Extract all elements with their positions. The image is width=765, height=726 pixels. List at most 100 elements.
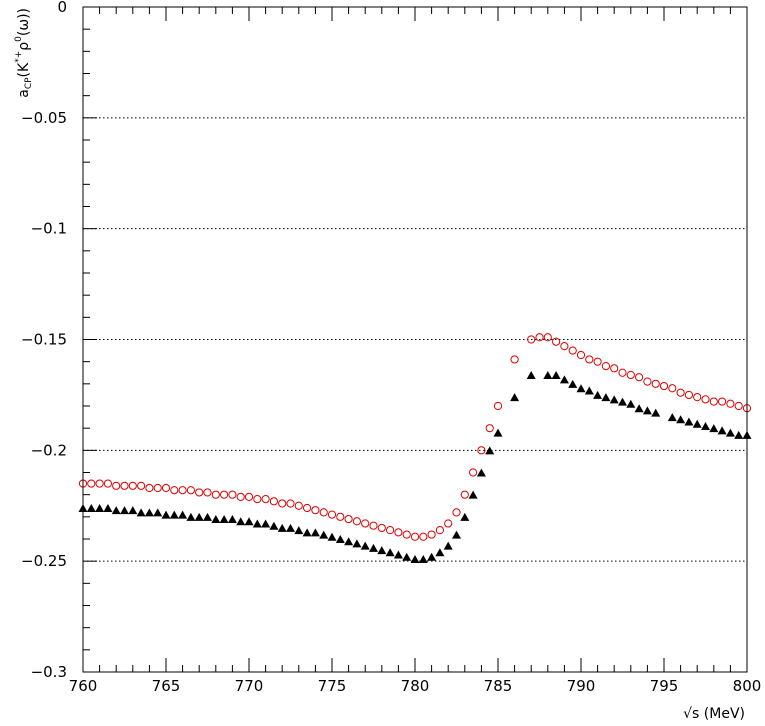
y-title-paren: (K: [16, 62, 32, 77]
data-point-triangle: [144, 508, 154, 517]
data-point-circle: [676, 388, 685, 397]
data-point-circle: [253, 495, 262, 504]
data-point-circle: [585, 355, 594, 364]
data-point-circle: [626, 370, 635, 380]
y-title-sup2: 0: [14, 36, 24, 42]
x-tick-label: 770: [235, 677, 264, 695]
data-point-triangle: [427, 552, 437, 561]
data-point-triangle: [418, 554, 428, 563]
data-point-triangle: [576, 384, 586, 393]
data-point-circle: [560, 342, 569, 351]
grid-lines: [83, 117, 747, 562]
data-point-circle: [294, 501, 303, 510]
data-point-circle: [228, 490, 237, 499]
data-point-circle: [145, 483, 154, 493]
data-point-circle: [303, 503, 312, 513]
data-point-circle: [684, 390, 694, 400]
data-point-triangle: [593, 390, 603, 399]
data-point-circle: [244, 492, 254, 501]
data-point-circle: [137, 481, 146, 490]
x-tick-label: 785: [484, 677, 513, 695]
x-tick-label: 800: [733, 677, 762, 695]
data-point-circle: [452, 508, 461, 517]
data-point-triangle: [236, 517, 246, 526]
data-point-circle: [593, 357, 602, 366]
data-point-circle: [87, 479, 96, 488]
data-point-triangle: [634, 404, 644, 413]
data-point-triangle: [609, 395, 619, 404]
data-point-triangle: [169, 510, 179, 519]
data-point-triangle: [485, 446, 495, 455]
x-tick-label: 760: [69, 677, 98, 695]
data-point-circle: [651, 379, 660, 388]
y-tick-label: −0.25: [21, 552, 67, 570]
y-axis-title: aCP(K*+ρ0(ω)): [14, 8, 34, 98]
data-point-circle: [485, 424, 494, 433]
data-point-circle: [195, 488, 204, 497]
data-point-triangle: [642, 406, 652, 415]
data-point-circle: [510, 355, 519, 364]
data-point-triangle: [701, 421, 710, 430]
data-point-circle: [361, 519, 370, 528]
data-point-circle: [278, 499, 287, 508]
x-tick-label: 790: [567, 677, 596, 695]
data-point-circle: [377, 523, 386, 533]
data-point-circle: [95, 479, 104, 488]
data-point-circle: [211, 490, 220, 499]
data-point-circle: [635, 373, 644, 382]
data-point-triangle: [626, 399, 636, 408]
data-point-triangle: [194, 512, 204, 521]
data-point-circle: [352, 517, 361, 526]
data-point-circle: [236, 492, 245, 501]
data-point-triangle: [435, 548, 445, 557]
data-point-circle: [419, 532, 428, 541]
data-point-circle: [269, 497, 278, 506]
data-point-triangle: [86, 503, 96, 512]
data-point-triangle: [584, 386, 594, 395]
data-point-triangle: [717, 426, 727, 435]
data-point-triangle: [294, 526, 304, 535]
data-point-circle: [402, 530, 411, 539]
data-point-triangle: [410, 554, 420, 563]
data-point-triangle: [468, 490, 478, 499]
data-point-circle: [386, 526, 395, 535]
data-point-circle: [610, 364, 619, 373]
y-tick-label: −0.15: [21, 331, 67, 349]
data-point-circle: [186, 486, 195, 495]
data-point-triangle: [344, 537, 354, 546]
data-point-circle: [693, 393, 702, 402]
data-point-triangle: [618, 397, 627, 406]
data-point-circle: [369, 521, 378, 530]
tick-labels: 760 765 770 775 780 785 790 795 800 0 −0.05 −0.1 −0.…: [21, 0, 761, 695]
data-point-circle: [734, 401, 743, 411]
data-point-circle: [128, 481, 137, 490]
data-point-triangle: [95, 503, 105, 512]
data-point-circle: [327, 510, 337, 519]
data-point-triangle: [443, 541, 453, 550]
data-point-triangle: [186, 512, 196, 521]
data-point-triangle: [261, 519, 271, 528]
data-point-triangle: [526, 370, 536, 379]
data-point-circle: [726, 399, 735, 408]
y-tick-label: −0.05: [21, 109, 67, 127]
data-point-circle: [659, 381, 669, 391]
data-point-circle: [410, 532, 420, 541]
data-point-circle: [709, 397, 718, 406]
y-tick-label: −0.2: [31, 441, 67, 459]
data-point-circle: [552, 337, 561, 346]
data-point-triangle: [269, 521, 279, 530]
data-point-triangle: [327, 532, 337, 541]
data-point-circle: [643, 377, 652, 386]
data-point-triangle: [551, 370, 561, 379]
data-point-triangle: [734, 430, 744, 439]
y-tick-label: −0.1: [31, 220, 67, 238]
data-point-circle: [618, 368, 627, 377]
data-point-circle: [477, 446, 486, 455]
data-point-triangle: [676, 415, 686, 424]
data-point-triangle: [277, 523, 287, 532]
data-point-triangle: [319, 530, 329, 539]
data-point-triangle: [725, 428, 735, 437]
data-point-triangle: [219, 515, 229, 524]
data-point-circle: [161, 483, 171, 493]
